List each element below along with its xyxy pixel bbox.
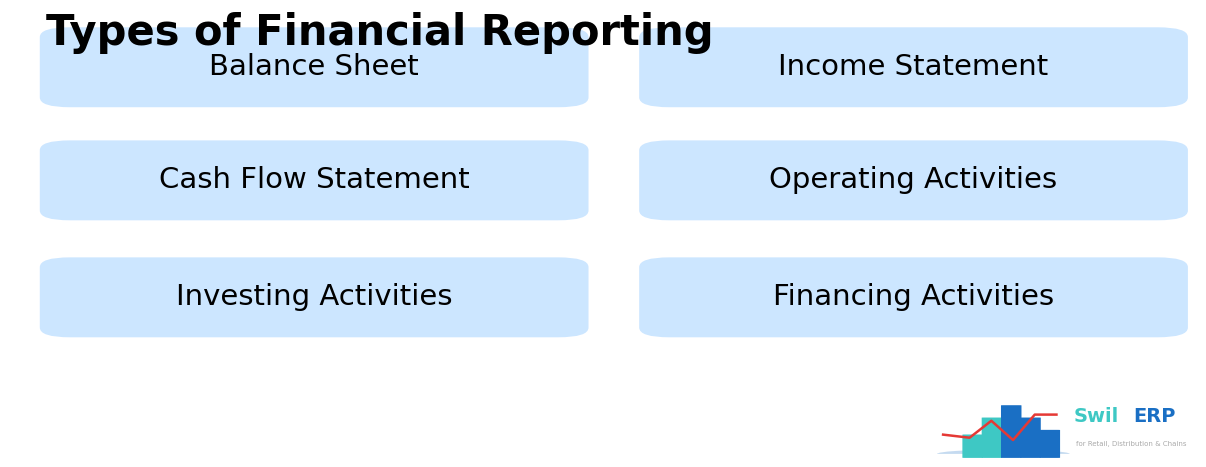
Text: Operating Activities: Operating Activities (769, 166, 1058, 194)
FancyBboxPatch shape (40, 141, 589, 220)
FancyBboxPatch shape (962, 434, 983, 458)
FancyBboxPatch shape (639, 27, 1188, 107)
FancyBboxPatch shape (1040, 430, 1060, 458)
Text: Cash Flow Statement: Cash Flow Statement (159, 166, 469, 194)
FancyBboxPatch shape (1001, 405, 1021, 458)
Text: Investing Activities: Investing Activities (176, 283, 452, 311)
FancyBboxPatch shape (639, 141, 1188, 220)
Text: Types of Financial Reporting: Types of Financial Reporting (46, 12, 714, 54)
FancyBboxPatch shape (982, 417, 1002, 458)
Text: Income Statement: Income Statement (778, 53, 1049, 81)
FancyBboxPatch shape (1020, 417, 1041, 458)
FancyBboxPatch shape (40, 27, 589, 107)
FancyBboxPatch shape (639, 257, 1188, 337)
Text: Financing Activities: Financing Activities (773, 283, 1054, 311)
Wedge shape (937, 450, 1070, 454)
Text: for Retail, Distribution & Chains: for Retail, Distribution & Chains (1076, 441, 1187, 447)
Text: ERP: ERP (1134, 407, 1176, 425)
Text: Balance Sheet: Balance Sheet (210, 53, 418, 81)
Text: Swil: Swil (1073, 407, 1119, 425)
Text: www.swindia.com: www.swindia.com (46, 419, 206, 438)
FancyBboxPatch shape (40, 257, 589, 337)
